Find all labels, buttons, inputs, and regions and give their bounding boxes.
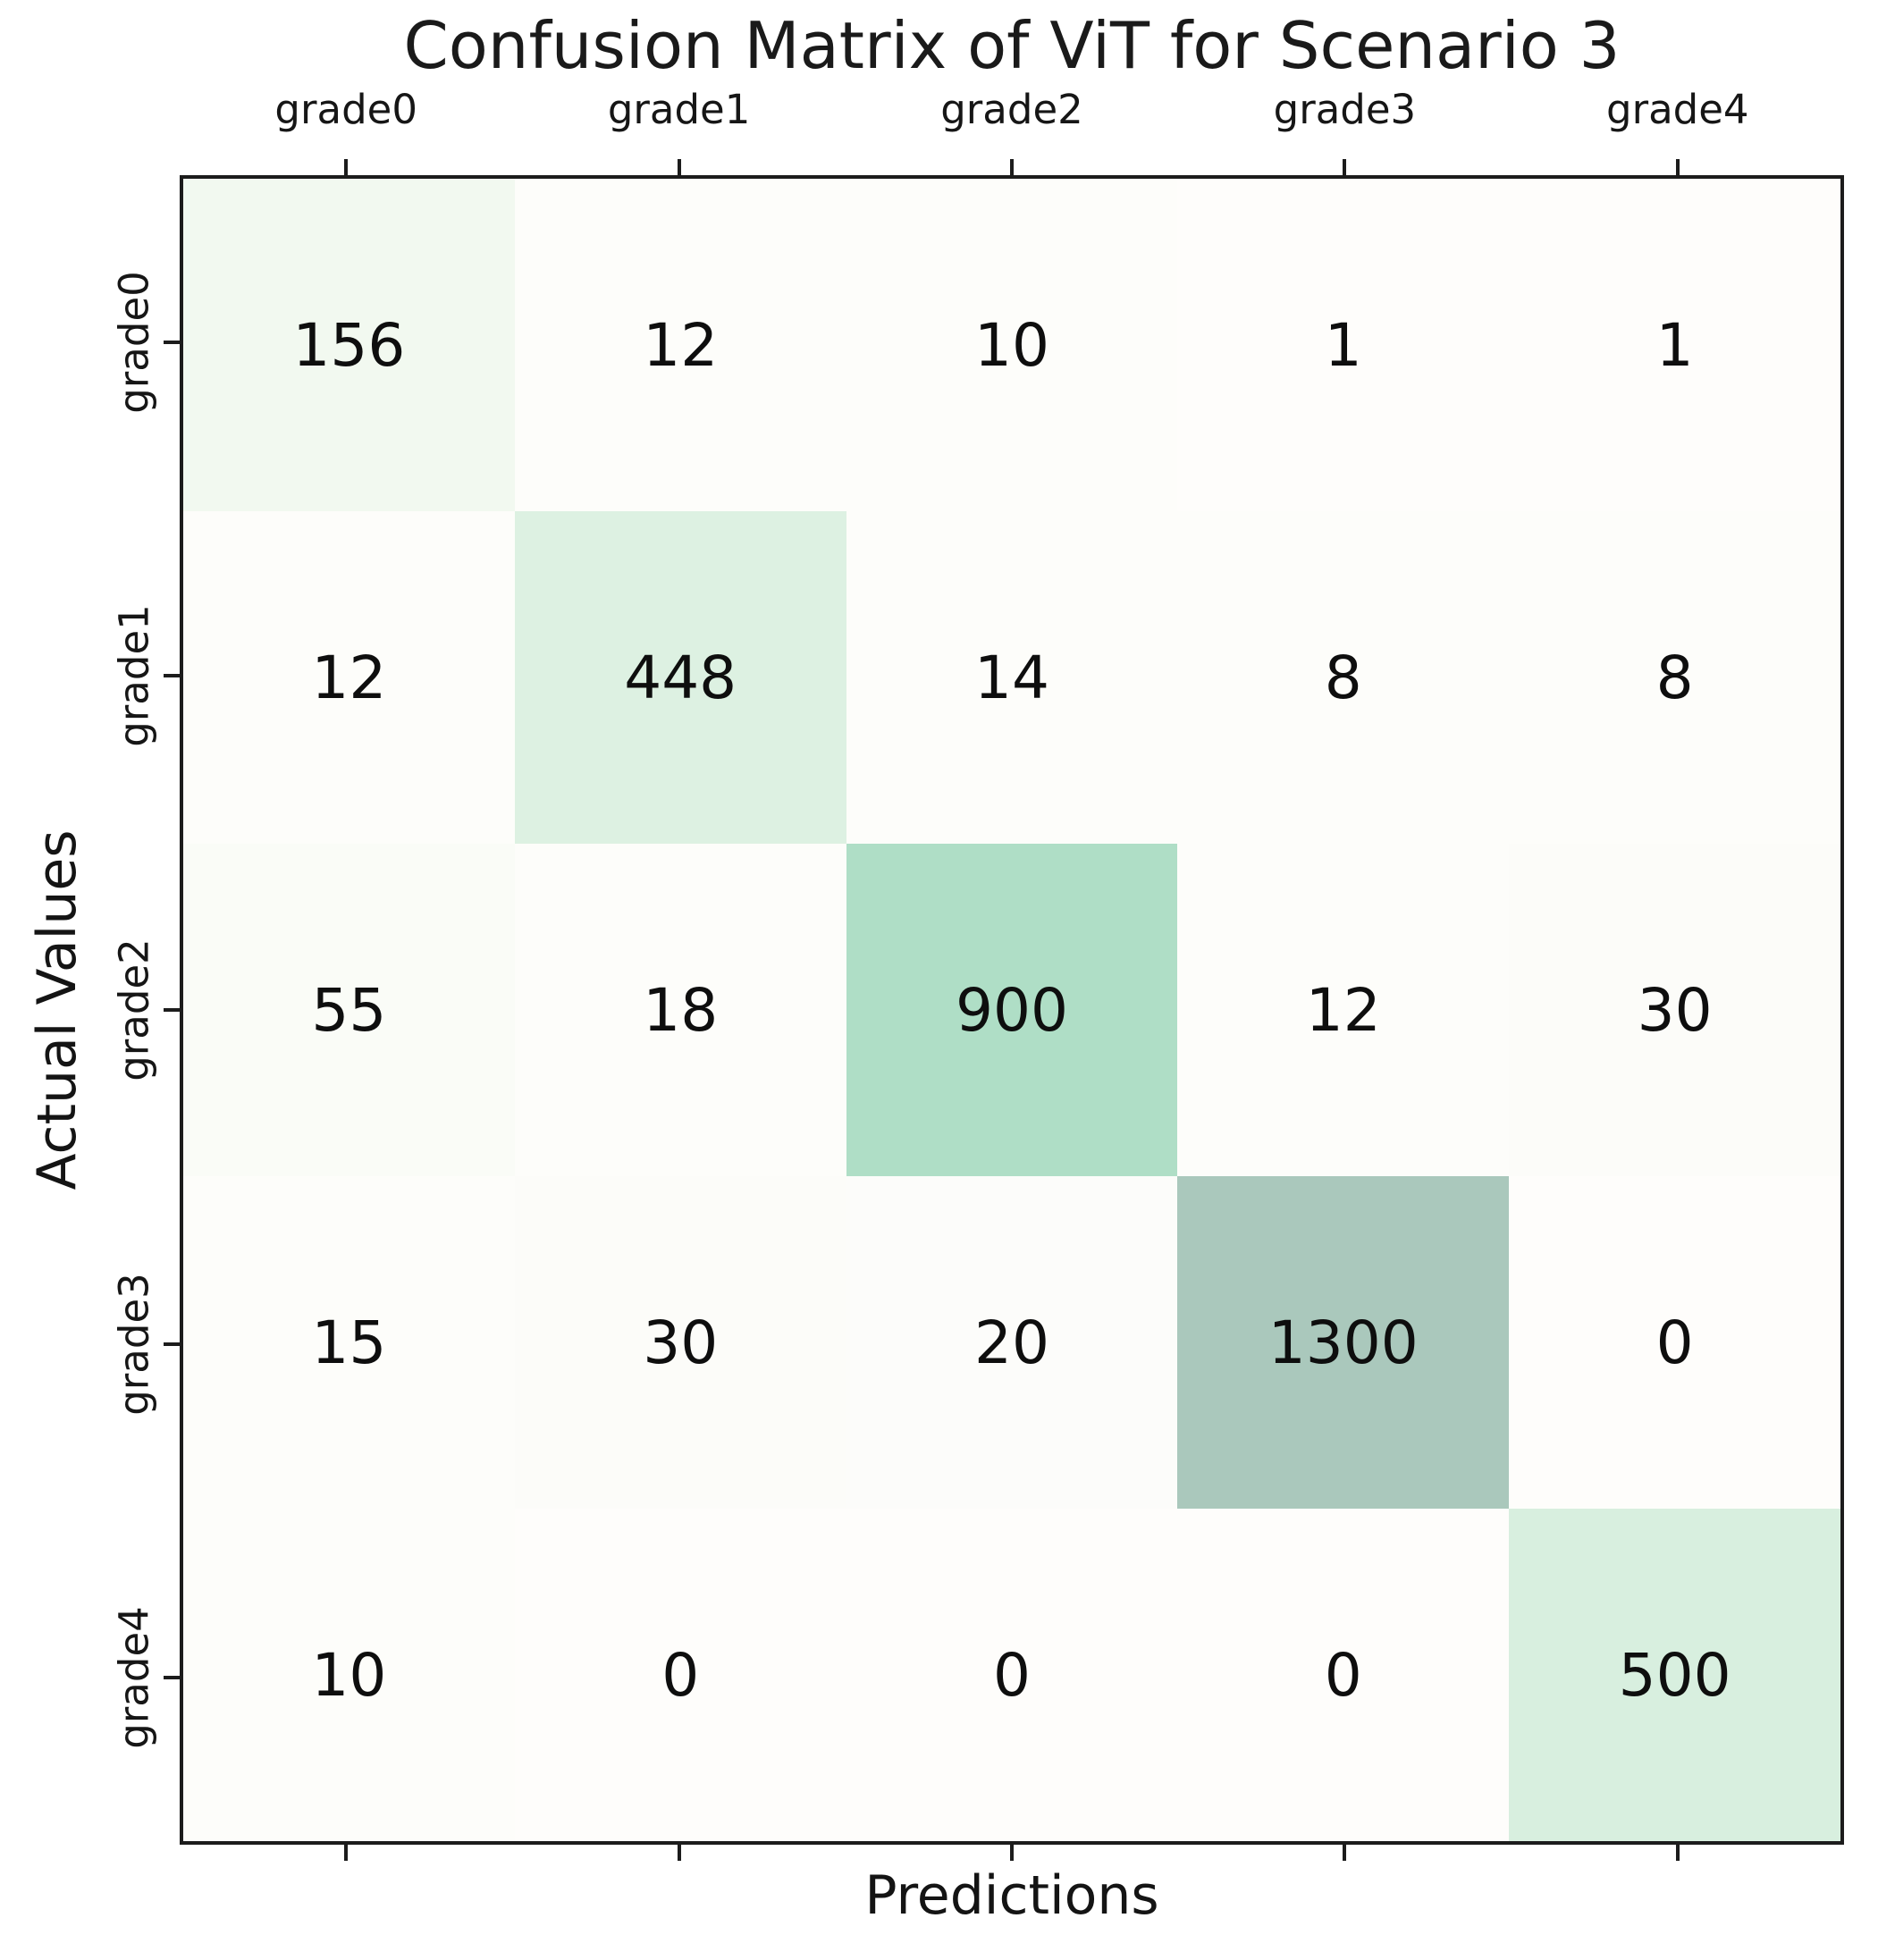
tick-mark [1675, 159, 1680, 175]
matrix-cell: 0 [846, 1509, 1178, 1841]
matrix-cell: 1 [1177, 179, 1510, 511]
y-tick-label: grade4 [110, 1606, 158, 1749]
tick-mark [344, 159, 349, 175]
matrix-cell: 12 [514, 179, 846, 511]
matrix-cell: 12 [183, 511, 515, 844]
y-axis-label: Actual Values [26, 829, 88, 1190]
tick-mark [1343, 1845, 1347, 1861]
x-tick-label: grade3 [1273, 86, 1417, 133]
x-axis-label: Predictions [864, 1864, 1159, 1927]
x-tick-label: grade2 [940, 86, 1083, 133]
tick-mark [1010, 159, 1014, 175]
tick-mark [344, 1845, 349, 1861]
matrix-cell: 0 [1509, 1176, 1840, 1509]
y-tick-label: grade0 [110, 271, 158, 414]
x-tick-label: grade1 [607, 86, 751, 133]
heatmap-grid: 156 12 10 1 1 12 448 14 8 8 55 18 900 12 30 15 30 20 1300 0… [183, 179, 1840, 1841]
matrix-cell: 8 [1177, 511, 1510, 844]
matrix-cell: 30 [514, 1176, 846, 1509]
matrix-cell: 20 [846, 1176, 1178, 1509]
x-tick-label: grade4 [1606, 86, 1749, 133]
tick-mark [1010, 1845, 1014, 1861]
matrix-cell: 30 [1509, 844, 1840, 1176]
matrix-cell: 12 [1177, 844, 1510, 1176]
chart-title: Confusion Matrix of ViT for Scenario 3 [403, 8, 1621, 83]
tick-mark [164, 340, 180, 344]
matrix-cell: 10 [183, 1509, 515, 1841]
matrix-cell: 8 [1509, 511, 1840, 844]
matrix-cell: 18 [514, 844, 846, 1176]
tick-mark [1343, 159, 1347, 175]
tick-mark [164, 1676, 180, 1680]
tick-mark [677, 159, 681, 175]
matrix-cell: 448 [514, 511, 846, 844]
tick-mark [164, 674, 180, 678]
tick-mark [677, 1845, 681, 1861]
matrix-cell: 0 [514, 1509, 846, 1841]
y-tick-label: grade2 [110, 938, 158, 1081]
matrix-cell: 14 [846, 511, 1178, 844]
matrix-cell: 500 [1509, 1509, 1840, 1841]
matrix-cell: 55 [183, 844, 515, 1176]
y-tick-label: grade1 [110, 604, 158, 748]
x-tick-label: grade0 [274, 86, 417, 133]
matrix-cell: 0 [1177, 1509, 1510, 1841]
y-tick-label: grade3 [110, 1272, 158, 1416]
plot-area: 156 12 10 1 1 12 448 14 8 8 55 18 900 12 30 15 30 20 1300 0… [180, 175, 1844, 1845]
matrix-cell: 15 [183, 1176, 515, 1509]
matrix-cell: 900 [846, 844, 1178, 1176]
tick-mark [164, 1008, 180, 1012]
matrix-cell: 1300 [1177, 1176, 1510, 1509]
matrix-cell: 10 [846, 179, 1178, 511]
tick-mark [164, 1342, 180, 1346]
tick-mark [1675, 1845, 1680, 1861]
matrix-cell: 1 [1509, 179, 1840, 511]
matrix-cell: 156 [183, 179, 515, 511]
